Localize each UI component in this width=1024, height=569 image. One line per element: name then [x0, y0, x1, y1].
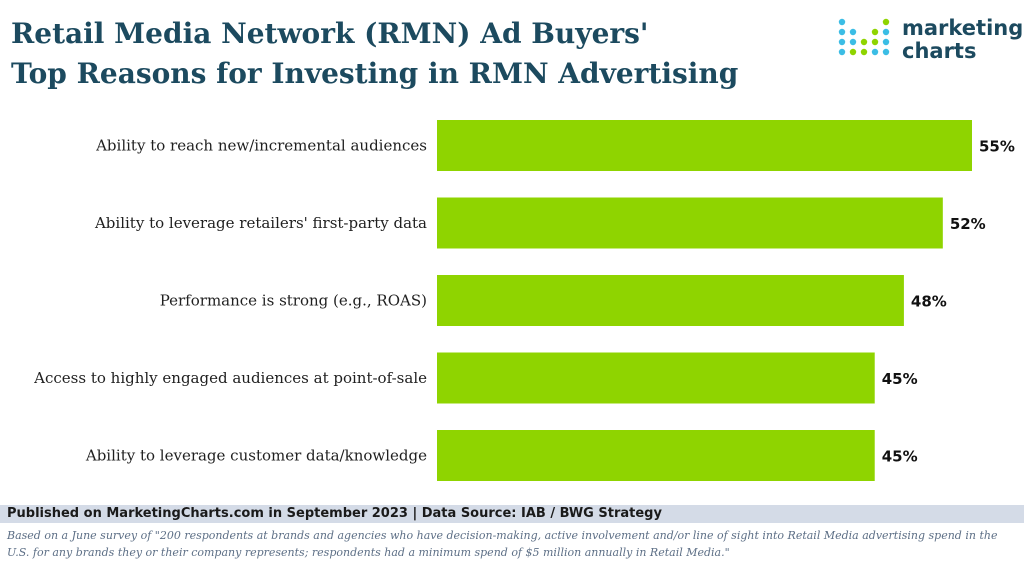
category-label: Ability to leverage customer data/knowle… — [85, 447, 427, 465]
chart-title-line-2: Top Reasons for Investing in RMN Adverti… — [11, 57, 739, 90]
marketingcharts-logo: marketing charts — [836, 17, 1023, 65]
logo-wordmark-line-2: charts — [902, 39, 977, 63]
bar — [437, 197, 943, 249]
category-label: Ability to reach new/incremental audienc… — [95, 137, 427, 155]
value-label: 48% — [911, 293, 947, 311]
logo-dots-icon — [838, 18, 890, 56]
chart-title: Retail Media Network (RMN) Ad Buyers' To… — [11, 14, 811, 94]
value-label: 55% — [979, 138, 1015, 156]
source-text: Published on MarketingCharts.com in Sept… — [7, 506, 662, 521]
category-label: Performance is strong (e.g., ROAS) — [160, 292, 427, 310]
bar-chart: Ability to reach new/incremental audienc… — [33, 120, 1015, 481]
logo-wordmark-line-1: marketing — [902, 16, 1024, 40]
value-label: 45% — [882, 448, 918, 466]
category-label: Ability to leverage retailers' first-par… — [94, 214, 427, 232]
logo-wordmark: marketing charts — [902, 17, 1023, 63]
bar — [437, 430, 875, 481]
bar — [437, 275, 904, 326]
category-label: Access to highly engaged audiences at po… — [33, 369, 427, 387]
value-label: 45% — [882, 370, 918, 388]
chart-title-line-1: Retail Media Network (RMN) Ad Buyers' — [11, 17, 649, 50]
footnote: Based on a June survey of "200 responden… — [7, 529, 998, 559]
value-label: 52% — [950, 215, 986, 233]
source-bar: Published on MarketingCharts.com in Sept… — [0, 505, 1024, 523]
bar — [437, 120, 972, 171]
bar — [437, 352, 875, 404]
